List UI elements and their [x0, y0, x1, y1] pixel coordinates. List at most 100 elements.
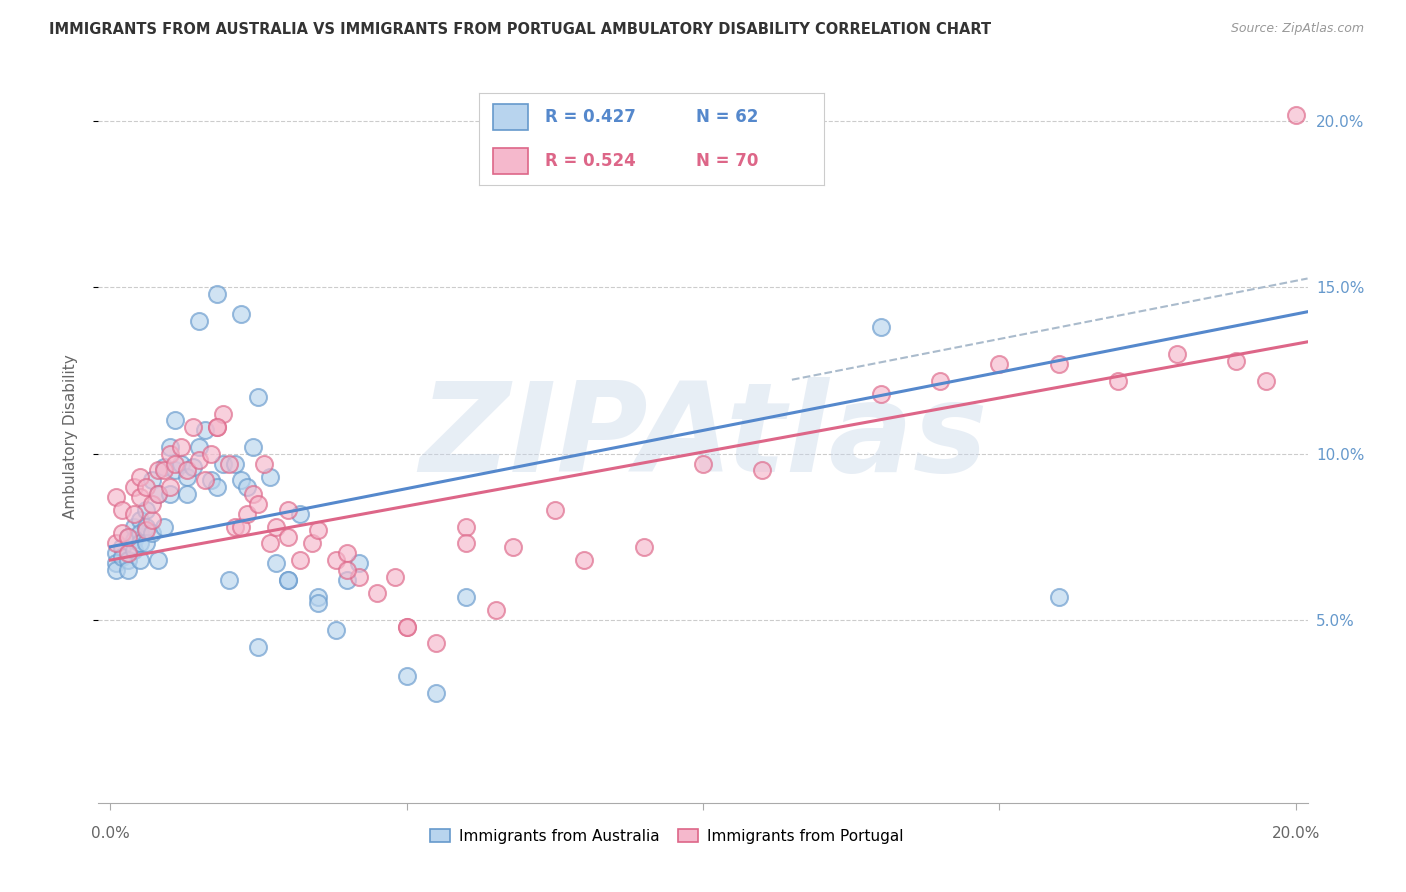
Point — [105, 536, 128, 550]
Point — [176, 463, 198, 477]
Point — [1225, 353, 1247, 368]
Point — [395, 669, 418, 683]
Point — [105, 546, 128, 560]
Point — [277, 503, 299, 517]
Point — [117, 546, 139, 560]
Point — [111, 503, 134, 517]
Point — [1047, 590, 1070, 604]
Point — [692, 457, 714, 471]
Point — [135, 480, 157, 494]
Point — [325, 553, 347, 567]
Point — [336, 573, 359, 587]
Point — [152, 520, 174, 534]
Point — [425, 636, 447, 650]
Point — [176, 470, 198, 484]
Point — [117, 563, 139, 577]
Text: IMMIGRANTS FROM AUSTRALIA VS IMMIGRANTS FROM PORTUGAL AMBULATORY DISABILITY CORR: IMMIGRANTS FROM AUSTRALIA VS IMMIGRANTS … — [49, 22, 991, 37]
Point — [247, 390, 270, 404]
Point — [301, 536, 323, 550]
Point — [117, 530, 139, 544]
Point — [141, 526, 163, 541]
Point — [159, 486, 181, 500]
Point — [484, 603, 506, 617]
Point — [247, 640, 270, 654]
Point — [224, 457, 246, 471]
Point — [218, 573, 240, 587]
Point — [129, 536, 152, 550]
Point — [229, 307, 252, 321]
Text: Source: ZipAtlas.com: Source: ZipAtlas.com — [1230, 22, 1364, 36]
Point — [122, 507, 145, 521]
Text: 20.0%: 20.0% — [1271, 826, 1320, 841]
Point — [141, 473, 163, 487]
Point — [242, 440, 264, 454]
Point — [146, 463, 169, 477]
Point — [152, 463, 174, 477]
Point — [288, 507, 311, 521]
Point — [229, 473, 252, 487]
Point — [212, 457, 235, 471]
Point — [253, 457, 276, 471]
Point — [176, 486, 198, 500]
Point — [574, 553, 596, 567]
Point — [122, 543, 145, 558]
Point — [159, 447, 181, 461]
Point — [181, 460, 204, 475]
Point — [544, 503, 567, 517]
Point — [205, 420, 228, 434]
Point — [117, 530, 139, 544]
Point — [454, 520, 477, 534]
Point — [194, 473, 217, 487]
Point — [170, 440, 193, 454]
Point — [454, 590, 477, 604]
Point — [425, 686, 447, 700]
Point — [264, 557, 287, 571]
Point — [307, 590, 329, 604]
Point — [277, 530, 299, 544]
Point — [152, 460, 174, 475]
Point — [205, 480, 228, 494]
Point — [122, 480, 145, 494]
Point — [165, 463, 187, 477]
Point — [122, 533, 145, 548]
Point — [751, 463, 773, 477]
Point — [105, 490, 128, 504]
Point — [1285, 107, 1308, 121]
Point — [325, 623, 347, 637]
Point — [129, 490, 152, 504]
Text: 0.0%: 0.0% — [91, 826, 129, 841]
Point — [229, 520, 252, 534]
Point — [247, 497, 270, 511]
Point — [194, 424, 217, 438]
Point — [277, 573, 299, 587]
Point — [129, 553, 152, 567]
Point — [105, 563, 128, 577]
Point — [146, 553, 169, 567]
Point — [200, 447, 222, 461]
Point — [869, 387, 891, 401]
Point — [1254, 374, 1277, 388]
Point — [235, 507, 257, 521]
Point — [633, 540, 655, 554]
Point — [200, 473, 222, 487]
Point — [205, 287, 228, 301]
Point — [1107, 374, 1129, 388]
Point — [259, 470, 281, 484]
Point — [454, 536, 477, 550]
Point — [395, 619, 418, 633]
Point — [336, 546, 359, 560]
Point — [135, 520, 157, 534]
Point — [159, 440, 181, 454]
Point — [384, 570, 406, 584]
Point — [929, 374, 952, 388]
Point — [135, 523, 157, 537]
Point — [111, 526, 134, 541]
Point — [366, 586, 388, 600]
Point — [146, 486, 169, 500]
Point — [165, 457, 187, 471]
Point — [141, 513, 163, 527]
Point — [181, 420, 204, 434]
Text: ZIPAtlas: ZIPAtlas — [419, 376, 987, 498]
Point — [288, 553, 311, 567]
Point — [347, 557, 370, 571]
